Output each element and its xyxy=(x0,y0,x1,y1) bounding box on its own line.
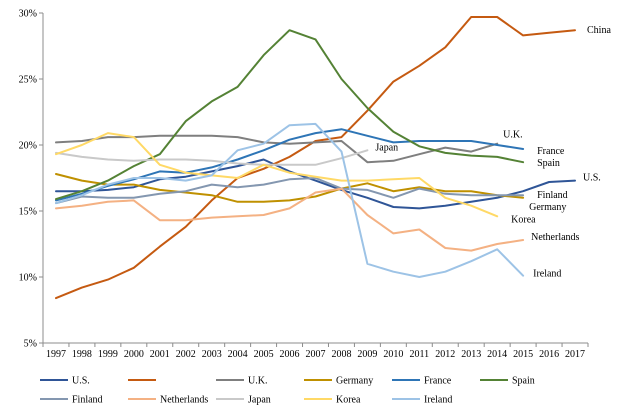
x-tick-label: 2012 xyxy=(435,349,455,360)
series-end-label: Netherlands xyxy=(531,232,579,243)
legend-item: Korea xyxy=(304,395,361,406)
x-tick-label: 2011 xyxy=(409,349,429,360)
x-tick-label: 2005 xyxy=(254,349,274,360)
y-tick-label: 5% xyxy=(24,339,37,350)
legend-label: Germany xyxy=(336,376,373,387)
y-tick-label: 20% xyxy=(19,141,37,152)
legend-item: U.S. xyxy=(40,376,90,387)
series-end-label: U.K. xyxy=(503,130,522,141)
series-line-japan xyxy=(55,149,369,166)
legend-label: Japan xyxy=(248,395,271,406)
x-tick-label: 2002 xyxy=(176,349,196,360)
series-end-label: Ireland xyxy=(533,269,561,280)
series-end-label: France xyxy=(537,146,565,157)
legend-item: Spain xyxy=(480,376,535,387)
x-tick-label: 2014 xyxy=(487,349,507,360)
series-line-spain xyxy=(55,29,525,201)
legend-item: Finland xyxy=(40,395,103,406)
axes xyxy=(39,12,589,347)
series-end-label: China xyxy=(587,25,611,36)
x-tick-label: 2004 xyxy=(228,349,248,360)
x-tick-labels: 1997 1998 1999 2000 2001 2002 2003 2004 2005 2006… xyxy=(46,349,585,360)
legend-label: France xyxy=(424,376,452,387)
series-line-germany xyxy=(55,173,525,203)
x-tick-label: 2015 xyxy=(513,349,533,360)
series-line-korea xyxy=(55,132,499,218)
legend-item: Japan xyxy=(216,395,271,406)
legend-item: Netherlands xyxy=(128,395,208,406)
y-tick-label: 30% xyxy=(19,9,37,20)
series-line-ireland xyxy=(55,122,525,278)
x-tick-label: 2013 xyxy=(461,349,481,360)
x-tick-label: 1998 xyxy=(72,349,92,360)
y-tick-label: 15% xyxy=(19,207,37,218)
series-line-finland xyxy=(55,177,525,205)
legend-label: U.K. xyxy=(248,376,267,387)
legend-label: Ireland xyxy=(424,395,452,406)
y-tick-label: 10% xyxy=(19,273,37,284)
legend-label: Spain xyxy=(512,376,535,387)
series-end-label: Korea xyxy=(511,214,536,225)
series-end-label: Japan xyxy=(375,142,398,153)
x-tick-label: 2017 xyxy=(565,349,585,360)
x-tick-label: 2001 xyxy=(150,349,170,360)
legend-item: Germany xyxy=(304,376,373,387)
legend-label: Finland xyxy=(72,395,103,406)
series-line-netherlands xyxy=(55,187,525,252)
series-end-label: U.S. xyxy=(583,173,601,184)
series-end-label: Germany xyxy=(529,202,566,213)
x-tick-label: 2009 xyxy=(357,349,377,360)
x-tick-label: 2003 xyxy=(202,349,222,360)
x-tick-label: 2006 xyxy=(280,349,300,360)
x-tick-label: 1999 xyxy=(98,349,118,360)
series-end-label: Spain xyxy=(537,158,560,169)
legend-label: Netherlands xyxy=(160,395,208,406)
legend: U.S. U.K. Germany France Spain Finland Netherl… xyxy=(40,376,535,406)
x-tick-label: 2008 xyxy=(331,349,351,360)
series-line-france xyxy=(55,128,525,202)
legend-item: Ireland xyxy=(392,395,452,406)
legend-label: U.S. xyxy=(72,376,90,387)
y-tick-labels: 5% 10% 15% 20% 25% 30% xyxy=(19,9,37,350)
series-lines xyxy=(55,16,576,300)
legend-label: Korea xyxy=(336,395,361,406)
x-tick-label: 2007 xyxy=(306,349,326,360)
series-end-label: Finland xyxy=(537,190,568,201)
x-tick-label: 2016 xyxy=(539,349,559,360)
x-tick-label: 1997 xyxy=(46,349,66,360)
y-tick-label: 25% xyxy=(19,75,37,86)
series-line-u-s- xyxy=(55,158,576,210)
legend-item: France xyxy=(392,376,452,387)
x-tick-label: 2000 xyxy=(124,349,144,360)
series-line-china xyxy=(55,16,576,300)
x-tick-label: 2010 xyxy=(383,349,403,360)
legend-item: U.K. xyxy=(216,376,267,387)
